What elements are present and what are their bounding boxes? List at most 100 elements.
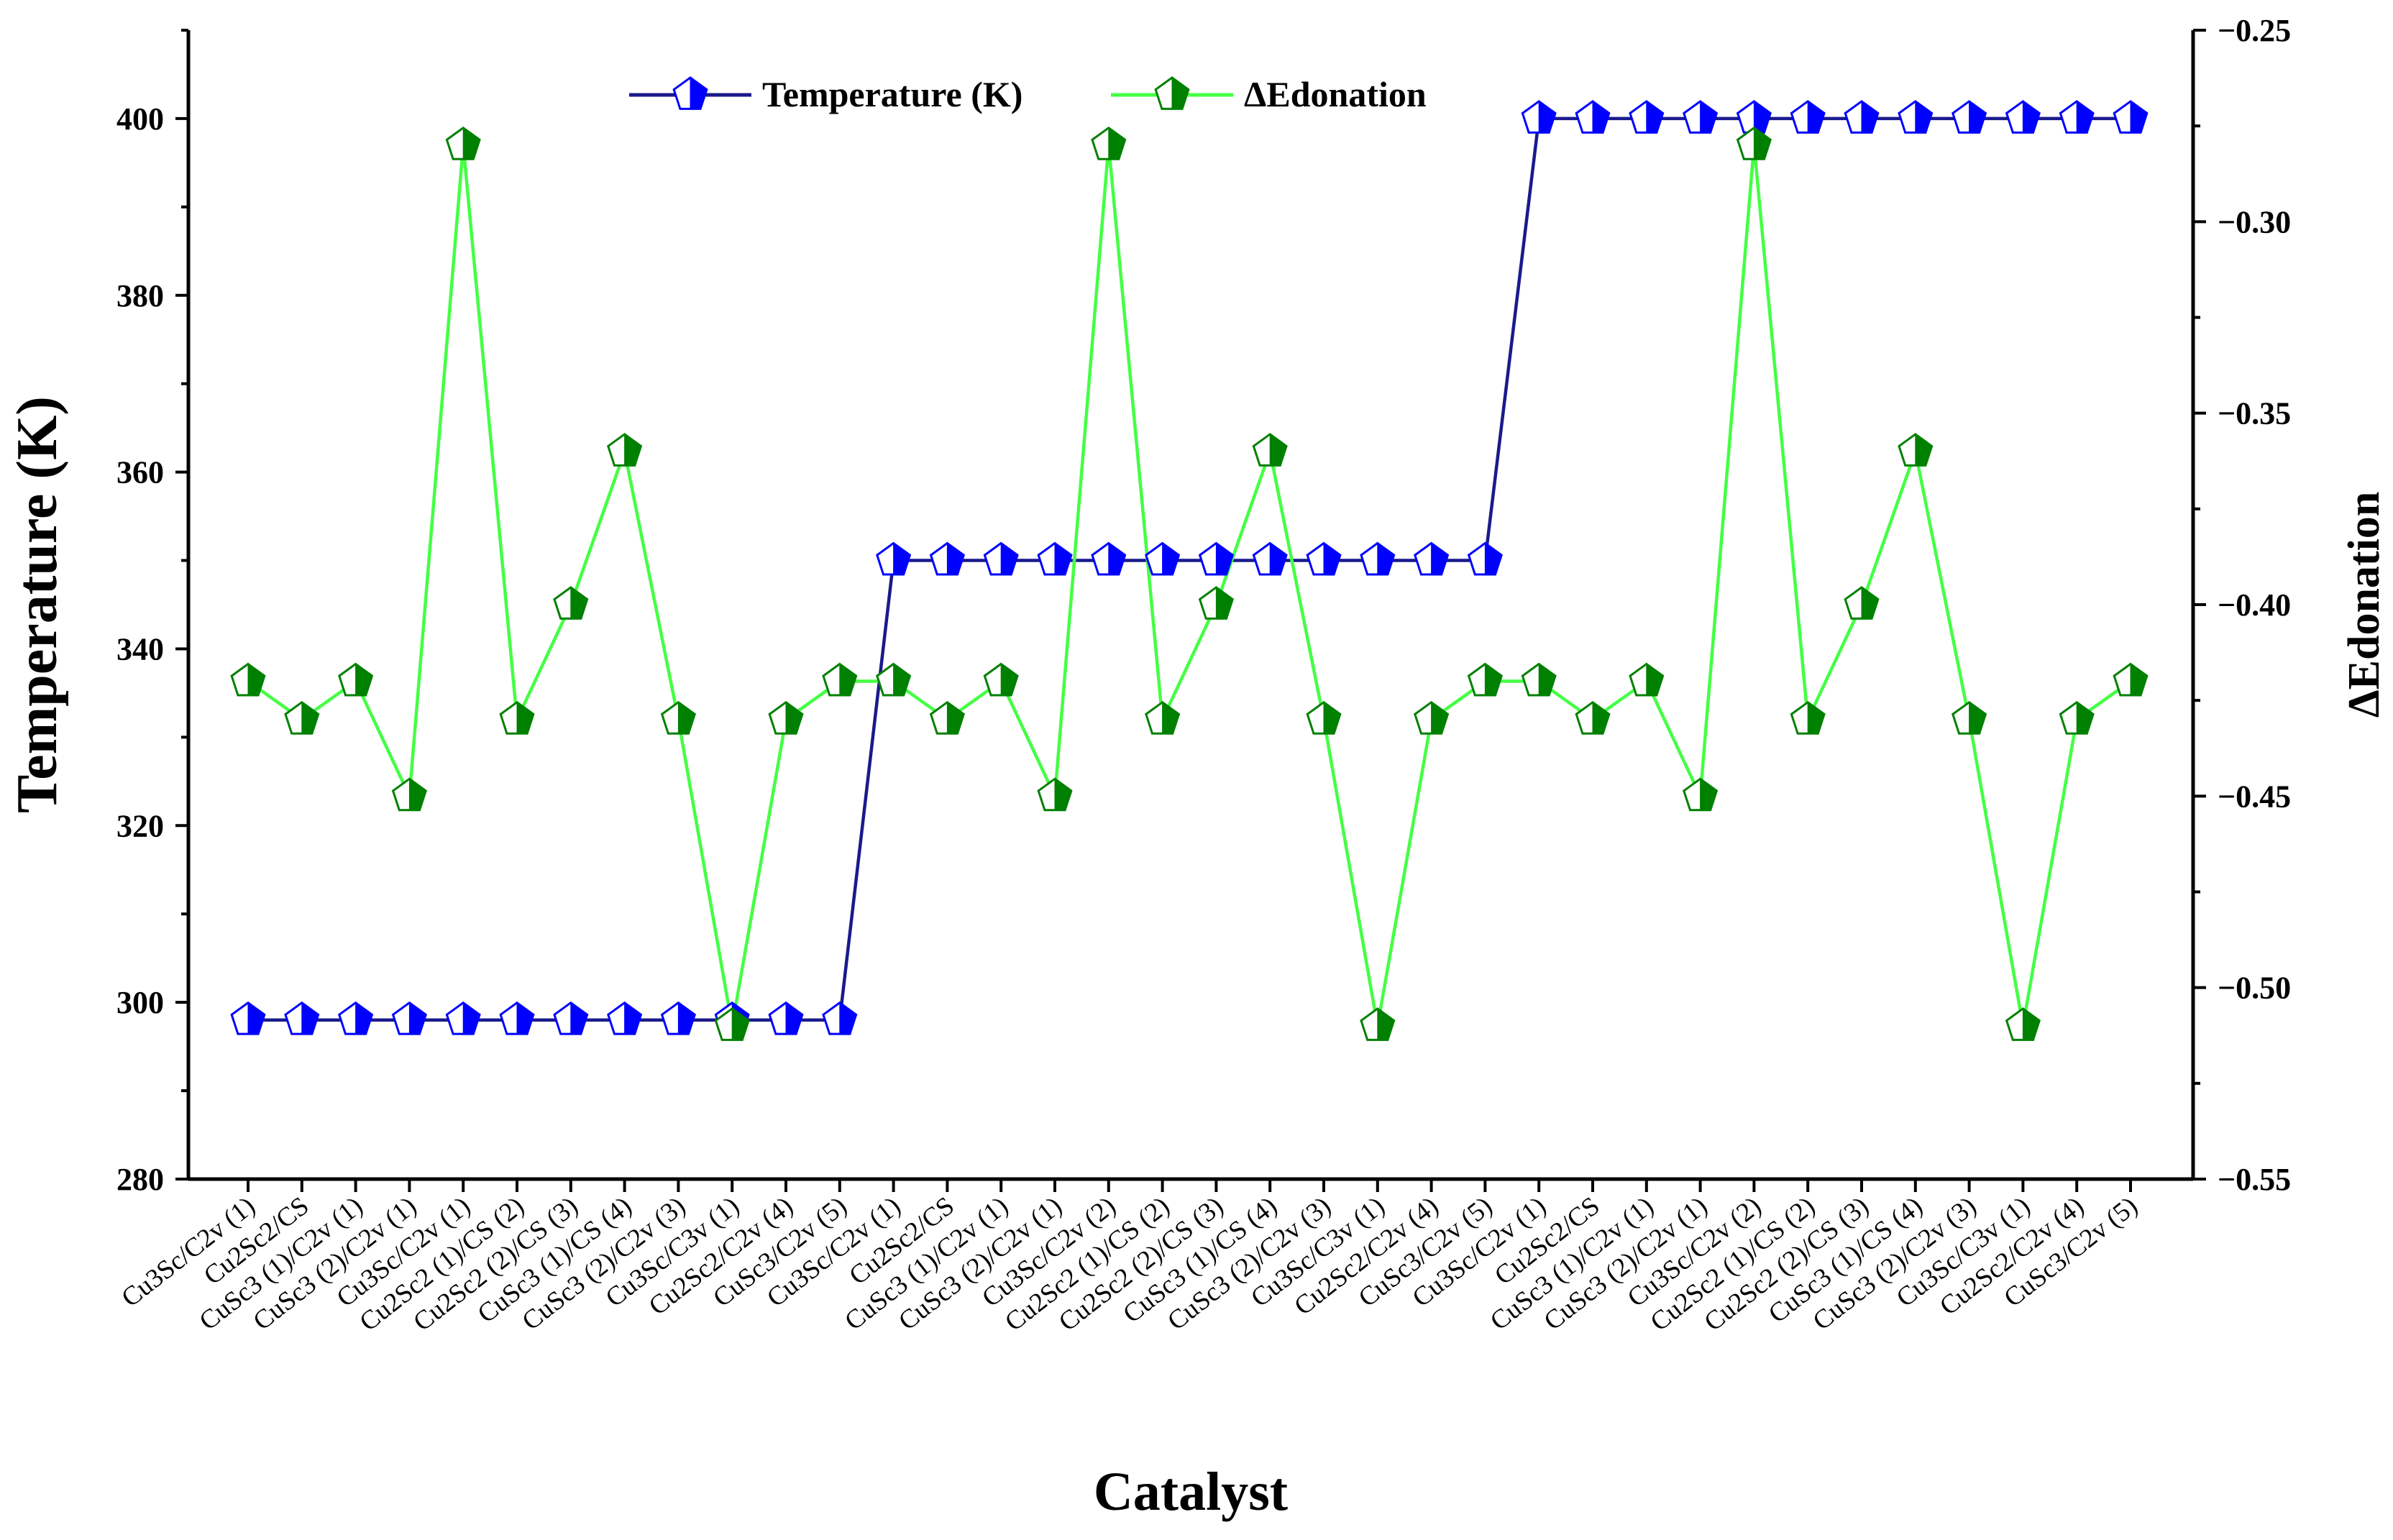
- edonation-point-fill: [1807, 701, 1825, 734]
- left-tick-label: 380: [116, 278, 164, 313]
- temperature-point-fill: [1431, 542, 1449, 575]
- temperature-point: [1414, 541, 1450, 576]
- edonation-point-fill: [2022, 1007, 2040, 1040]
- edonation-point-fill: [1861, 587, 1879, 619]
- series-lines: [247, 116, 2132, 1027]
- temperature-point: [768, 1001, 804, 1035]
- temperature-point: [1467, 541, 1503, 576]
- edonation-point-fill: [1000, 663, 1018, 696]
- left-tick-label: 300: [116, 985, 164, 1020]
- temperature-point: [338, 1001, 374, 1035]
- temperature-point-fill: [1484, 542, 1502, 575]
- edonation-point: [445, 126, 481, 160]
- edonation-point: [1414, 700, 1450, 735]
- edonation-point-fill: [1484, 663, 1502, 696]
- temperature-point-fill: [247, 1002, 265, 1035]
- legend-marker-temperature-fill: [690, 77, 708, 109]
- temperature-point-fill: [1054, 542, 1072, 575]
- temperature-point-fill: [839, 1002, 857, 1035]
- edonation-point: [230, 662, 266, 697]
- edonation-point: [1306, 700, 1342, 735]
- temperature-point-fill: [1861, 100, 1879, 133]
- temperature-point: [1306, 541, 1342, 576]
- edonation-point-fill: [1969, 701, 1987, 734]
- temperature-point: [284, 1001, 320, 1035]
- temperature-point-fill: [2076, 100, 2094, 133]
- edonation-point-fill: [1538, 663, 1556, 696]
- temperature-point: [1145, 541, 1181, 576]
- series-line-edonation: [247, 145, 2132, 1027]
- edonation-point-fill: [570, 587, 588, 619]
- temperature-point: [1736, 100, 1772, 134]
- edonation-point: [1521, 662, 1557, 697]
- edonation-point-fill: [785, 701, 803, 734]
- legend-label-edonation: ΔEdonation: [1244, 74, 1427, 114]
- edonation-point-fill: [1054, 778, 1072, 811]
- legend-marker-edonation: [1154, 76, 1190, 110]
- temperature-point: [1037, 541, 1073, 576]
- temperature-point: [822, 1001, 858, 1035]
- temperature-point: [230, 1001, 266, 1035]
- temperature-point-fill: [1646, 100, 1664, 133]
- temperature-point-fill: [677, 1002, 695, 1035]
- temperature-point: [553, 1001, 589, 1035]
- edonation-point-fill: [516, 701, 534, 734]
- temperature-point: [2113, 100, 2149, 134]
- edonation-point: [929, 700, 965, 735]
- edonation-point: [768, 700, 804, 735]
- temperature-point-fill: [1162, 542, 1180, 575]
- temperature-point: [1683, 100, 1719, 134]
- left-tick-label: 360: [116, 455, 164, 490]
- x-axis-title: Catalyst: [1094, 1462, 1288, 1522]
- edonation-point: [338, 662, 374, 697]
- edonation-point: [1037, 777, 1073, 812]
- temperature-point-fill: [1377, 542, 1395, 575]
- edonation-point-fill: [1108, 127, 1126, 160]
- edonation-point-fill: [1377, 1007, 1395, 1040]
- edonation-point-fill: [893, 663, 911, 696]
- temperature-point-fill: [1969, 100, 1987, 133]
- edonation-point-fill: [946, 701, 964, 734]
- edonation-point: [553, 586, 589, 620]
- edonation-point: [1198, 586, 1234, 620]
- edonation-point: [391, 777, 427, 812]
- edonation-point-fill: [301, 701, 319, 734]
- edonation-point-fill: [1592, 701, 1610, 734]
- edonation-point: [1683, 777, 1719, 812]
- edonation-point: [1629, 662, 1665, 697]
- left-axis-ticks: 280 300 320 340 360 380 400: [116, 29, 188, 1197]
- temperature-point-fill: [1592, 100, 1610, 133]
- edonation-point: [1252, 433, 1288, 467]
- temperature-point-fill: [1323, 542, 1341, 575]
- series-line-temperature: [248, 116, 2131, 1022]
- temperature-point-fill: [570, 1002, 588, 1035]
- legend-marker-temperature: [672, 76, 708, 110]
- right-tick-label: −0.30: [2218, 204, 2291, 239]
- temperature-point: [660, 1001, 696, 1035]
- temperature-point: [607, 1001, 643, 1035]
- edonation-point: [1790, 700, 1826, 735]
- edonation-point: [660, 700, 696, 735]
- right-tick-label: −0.35: [2218, 396, 2291, 431]
- temperature-point: [1844, 100, 1880, 134]
- edonation-point-fill: [1915, 433, 1933, 466]
- edonation-point-fill: [1215, 587, 1233, 619]
- temperature-point-fill: [1538, 100, 1556, 133]
- temperature-point-fill: [624, 1002, 642, 1035]
- temperature-point-fill: [2130, 100, 2148, 133]
- temperature-point: [1252, 541, 1288, 576]
- series-markers: [230, 100, 2149, 1041]
- right-tick-label: −0.45: [2218, 779, 2291, 814]
- edonation-point-fill: [839, 663, 857, 696]
- edonation-point: [1736, 126, 1772, 160]
- temperature-point-fill: [462, 1002, 480, 1035]
- edonation-point: [1952, 700, 1987, 735]
- edonation-point-fill: [677, 701, 695, 734]
- temperature-point: [1898, 100, 1934, 134]
- edonation-point: [1467, 662, 1503, 697]
- temperature-point-fill: [893, 542, 911, 575]
- temperature-point-fill: [1753, 100, 1771, 133]
- temperature-point: [1198, 541, 1234, 576]
